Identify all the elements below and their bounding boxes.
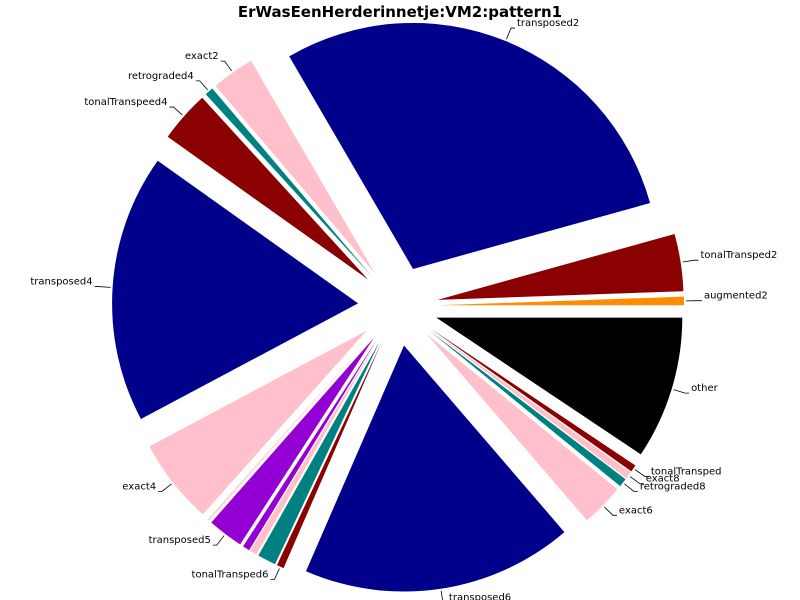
leader-line-12 xyxy=(158,483,172,492)
pie-slice-7 xyxy=(258,341,380,565)
leader-line-0 xyxy=(673,389,690,394)
pie-slice-10 xyxy=(211,337,374,545)
leader-line-10 xyxy=(212,535,225,546)
pie-slice-18 xyxy=(437,234,684,300)
slice-label-12: exact4 xyxy=(122,481,156,492)
leader-line-18 xyxy=(682,259,699,263)
pie-slice-19 xyxy=(437,296,684,306)
slice-label-14: tonalTranspeed4 xyxy=(84,97,167,108)
slice-label-10: transposed5 xyxy=(149,535,211,546)
pie-slice-1 xyxy=(430,328,636,472)
pie-slice-13 xyxy=(112,160,359,420)
leader-line-14 xyxy=(169,106,183,116)
pie-slice-4 xyxy=(426,333,618,521)
slice-label-1: tonalTransped xyxy=(651,466,722,477)
slice-label-2: exact8 xyxy=(646,474,680,485)
pie-slice-9 xyxy=(243,339,377,551)
leader-line-4 xyxy=(604,506,617,516)
pie-slice-14 xyxy=(167,97,369,280)
leader-line-15 xyxy=(195,80,208,91)
slice-label-15: retrograded4 xyxy=(128,71,194,82)
pie-slice-17 xyxy=(289,22,651,269)
slice-label-4: exact6 xyxy=(619,505,653,516)
pie-slice-3 xyxy=(429,330,626,487)
leader-line-3 xyxy=(624,483,638,492)
slice-label-19: augmented2 xyxy=(704,291,768,302)
slice-label-17: transposed2 xyxy=(517,18,579,29)
pie-slice-12 xyxy=(149,330,367,515)
leader-line-13 xyxy=(94,286,111,288)
leader-line-2 xyxy=(629,476,644,485)
leader-line-16 xyxy=(220,60,232,72)
leader-line-1 xyxy=(634,469,649,477)
leader-line-17 xyxy=(506,27,515,40)
leader-line-5 xyxy=(440,590,443,600)
slice-label-5: transposed6 xyxy=(449,593,511,600)
slice-label-0: other xyxy=(691,383,719,394)
pie-slice-8 xyxy=(250,340,378,555)
slice-label-3: retrograded8 xyxy=(640,481,706,492)
slice-label-6: tonalTransped6 xyxy=(192,569,269,580)
leader-line-6 xyxy=(270,568,280,580)
slice-label-16: exact2 xyxy=(185,51,219,62)
pie-slice-6 xyxy=(276,342,382,569)
pie-slice-11 xyxy=(207,335,372,521)
pie-slice-2 xyxy=(430,329,631,479)
pie-slice-15 xyxy=(205,88,372,276)
chart-title: ErWasEenHerderinnetje:VM2:pattern1 xyxy=(237,3,563,21)
slice-label-18: tonalTransped2 xyxy=(700,250,777,261)
pie-slice-0 xyxy=(436,317,683,455)
pie-slice-16 xyxy=(215,60,375,274)
pie-slice-5 xyxy=(306,345,565,592)
slice-label-13: transposed4 xyxy=(30,277,92,288)
